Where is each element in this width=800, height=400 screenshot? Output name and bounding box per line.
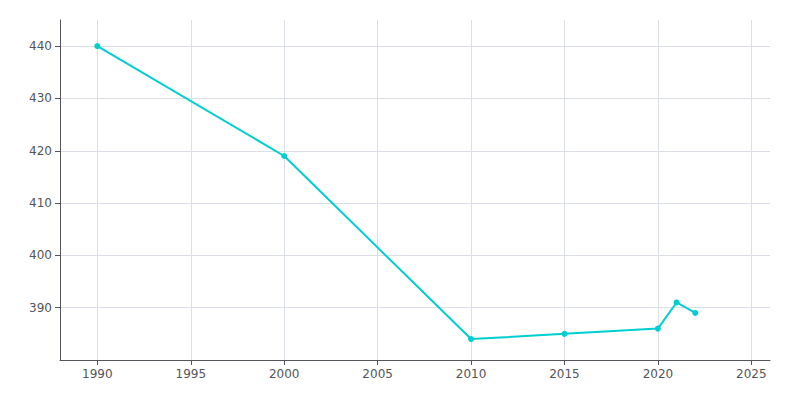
svg-text:2020: 2020 <box>643 367 674 381</box>
svg-text:400: 400 <box>29 248 52 262</box>
svg-text:420: 420 <box>29 144 52 158</box>
svg-text:440: 440 <box>29 39 52 53</box>
svg-text:2000: 2000 <box>269 367 300 381</box>
svg-text:390: 390 <box>29 301 52 315</box>
svg-text:1990: 1990 <box>82 367 113 381</box>
svg-text:2025: 2025 <box>736 367 767 381</box>
svg-text:2010: 2010 <box>456 367 487 381</box>
svg-text:2015: 2015 <box>549 367 580 381</box>
svg-text:1995: 1995 <box>176 367 207 381</box>
svg-text:410: 410 <box>29 196 52 210</box>
svg-text:2005: 2005 <box>362 367 393 381</box>
svg-text:430: 430 <box>29 91 52 105</box>
